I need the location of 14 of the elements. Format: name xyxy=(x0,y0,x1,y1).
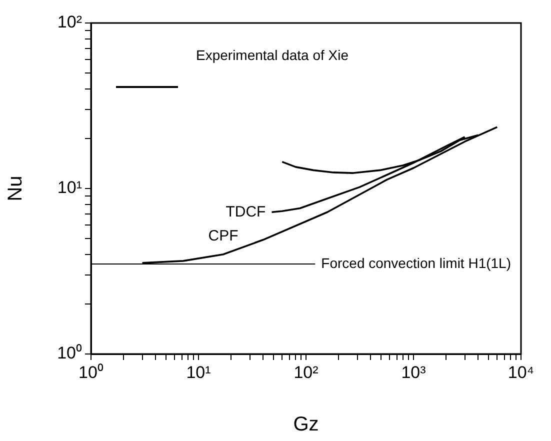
series-label: TDCF xyxy=(226,203,266,220)
y-axis-title: Nu xyxy=(4,176,27,202)
ref-line-label: Forced convection limit H1(1L) xyxy=(321,254,512,271)
x-tick-label: 10² xyxy=(294,362,319,382)
y-tick-label: 10¹ xyxy=(57,178,82,198)
annotation: Experimental data of Xie xyxy=(196,46,349,63)
y-tick-label: 10⁰ xyxy=(57,344,82,363)
y-tick-label: 10² xyxy=(57,12,82,32)
x-tick-label: 10¹ xyxy=(186,362,212,382)
x-axis-title: Gz xyxy=(293,414,319,436)
x-tick-label: 10⁰ xyxy=(78,362,104,382)
x-tick-label: 10⁴ xyxy=(508,362,534,382)
x-tick-label: 10³ xyxy=(401,362,426,382)
series-label: CPF xyxy=(208,228,238,244)
